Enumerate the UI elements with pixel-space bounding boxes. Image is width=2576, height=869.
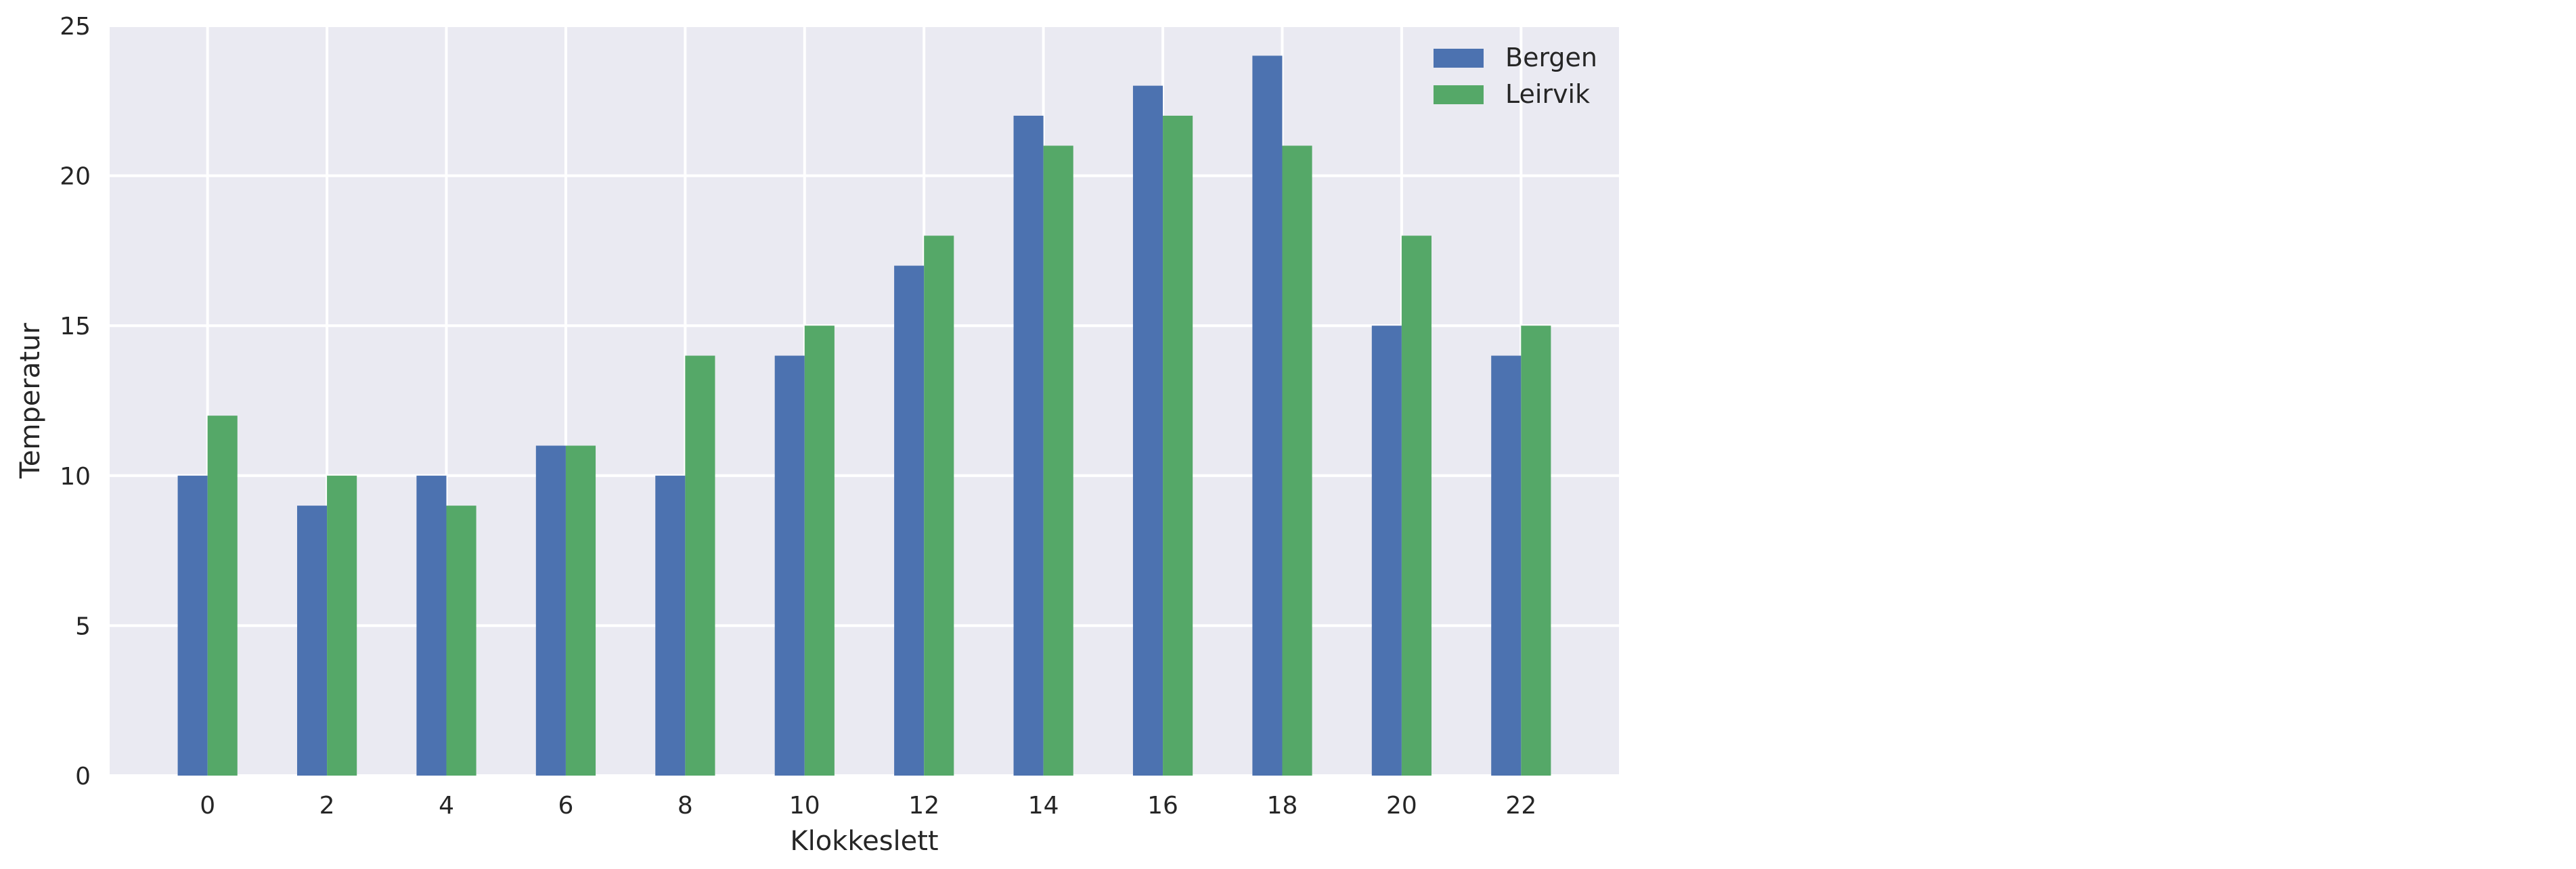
x-tick-label: 4 (439, 792, 454, 820)
x-tick-label: 0 (200, 792, 215, 820)
legend-label-bergen: Bergen (1505, 43, 1597, 72)
y-axis-ticks: 0 5 10 15 20 25 (60, 13, 91, 790)
legend-label-leirvik: Leirvik (1505, 79, 1590, 109)
bar-leirvik-6 (565, 445, 596, 776)
x-tick-label: 12 (908, 792, 939, 820)
legend-swatch-bergen (1434, 49, 1484, 68)
legend-swatch-leirvik (1434, 85, 1484, 104)
y-axis-label: Temperatur (15, 323, 46, 479)
bar-leirvik-20 (1401, 236, 1432, 776)
legend: Bergen Leirvik (1434, 43, 1597, 109)
bar-bergen-4 (416, 475, 447, 776)
y-tick-label: 20 (60, 163, 91, 191)
bar-bergen-0 (177, 475, 208, 776)
x-tick-label: 8 (678, 792, 693, 820)
y-tick-label: 25 (60, 13, 91, 41)
bar-bergen-22 (1491, 355, 1522, 776)
bar-leirvik-8 (685, 355, 715, 776)
y-tick-label: 15 (60, 313, 91, 340)
x-axis-label: Klokkeslett (790, 826, 938, 857)
bar-leirvik-16 (1163, 115, 1193, 776)
bar-leirvik-10 (804, 326, 835, 776)
x-tick-label: 20 (1386, 792, 1417, 820)
plot-area (110, 26, 1619, 776)
x-tick-label: 18 (1267, 792, 1298, 820)
bar-bergen-2 (296, 506, 328, 776)
x-tick-label: 6 (558, 792, 573, 820)
bar-leirvik-12 (924, 236, 954, 776)
series-leirvik (207, 115, 1551, 776)
bar-bergen-12 (894, 265, 925, 776)
bar-bergen-10 (774, 355, 805, 776)
x-axis-ticks: 0 2 4 6 8 10 12 14 16 18 20 22 (200, 792, 1536, 820)
bar-leirvik-0 (207, 416, 238, 776)
x-tick-label: 14 (1028, 792, 1059, 820)
x-tick-label: 10 (789, 792, 820, 820)
bar-bergen-6 (535, 445, 566, 776)
bar-bergen-14 (1013, 115, 1044, 776)
bar-bergen-20 (1371, 326, 1402, 776)
x-tick-label: 22 (1505, 792, 1536, 820)
bar-leirvik-14 (1043, 146, 1073, 776)
bar-leirvik-18 (1282, 146, 1312, 776)
bar-bergen-16 (1132, 85, 1163, 776)
bar-leirvik-22 (1521, 326, 1551, 776)
y-tick-label: 10 (60, 463, 91, 491)
bar-leirvik-4 (446, 506, 476, 776)
bars (177, 55, 1551, 776)
bar-bergen-18 (1252, 55, 1283, 776)
bar-leirvik-2 (327, 475, 357, 776)
x-tick-label: 16 (1147, 792, 1178, 820)
series-bergen (177, 55, 1522, 776)
y-tick-label: 0 (75, 763, 91, 790)
x-tick-label: 2 (319, 792, 335, 820)
y-tick-label: 5 (75, 612, 91, 640)
bar-bergen-8 (655, 475, 686, 776)
